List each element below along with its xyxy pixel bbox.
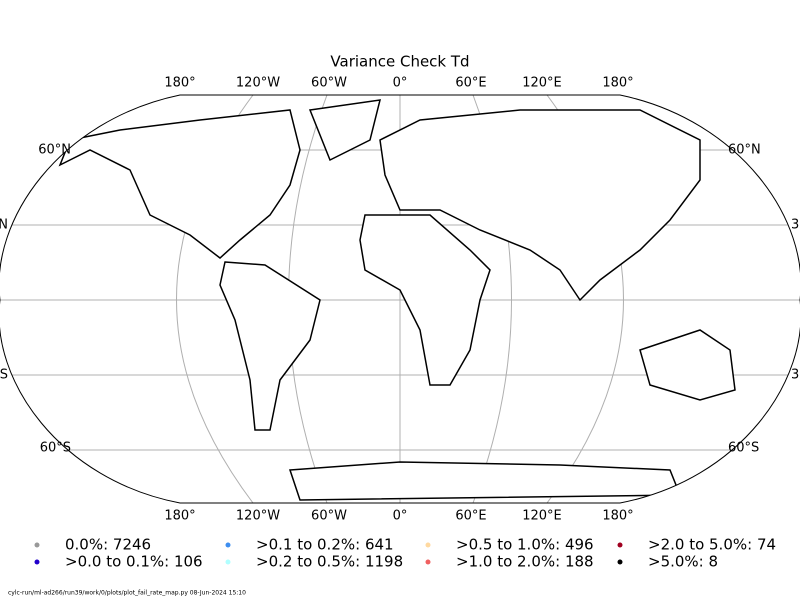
lon-label: 120°W: [236, 509, 280, 524]
legend-label: >5.0%: 8: [648, 553, 718, 571]
legend-label: >1.0 to 2.0%: 188: [456, 553, 594, 571]
footer: cylc-run/ml-ad266/run39/work/0/plots/plo…: [8, 590, 246, 597]
lon-label: 180°: [164, 509, 195, 524]
axis-labels: 180° 120°W 60°W 0° 60°E 120°E 180° 180° 120°W 60°…: [0, 76, 800, 524]
lat-label: 60°N: [728, 143, 761, 158]
south-america: [219, 261, 321, 431]
lon-label: 120°W: [236, 76, 280, 91]
lon-label: 0°: [393, 76, 408, 91]
lon-label: 180°: [164, 76, 195, 91]
lon-label: 0°: [393, 509, 408, 524]
lat-label: 60°S: [40, 441, 71, 456]
lon-label: 120°E: [522, 509, 562, 524]
lat-label: 60°S: [728, 441, 759, 456]
legend-marker: [225, 559, 231, 565]
lat-label: 30°N: [791, 218, 800, 233]
legend-marker: [617, 542, 623, 548]
map-title: Variance Check Td: [330, 53, 469, 71]
legend-marker: [34, 542, 40, 548]
legend: 0.0%: 7246>0.0 to 0.1%: 106 >0.1 to 0.2%:…: [34, 536, 776, 571]
australia: [639, 329, 736, 401]
lon-label: 60°E: [455, 76, 486, 91]
lon-label: 180°: [602, 76, 633, 91]
africa: [359, 214, 491, 386]
legend-label: >0.0 to 0.1%: 106: [65, 553, 203, 571]
legend-marker: [425, 542, 431, 548]
legend-label: >2.0 to 5.0%: 74: [648, 536, 776, 554]
legend-marker: [225, 542, 231, 548]
lon-label: 60°W: [311, 76, 347, 91]
legend-marker: [425, 559, 431, 565]
lat-label: 30°S: [791, 368, 800, 383]
map-body: [0, 95, 800, 503]
lon-label: 60°E: [455, 509, 486, 524]
legend-marker: [34, 559, 40, 565]
map-border: [0, 94, 800, 504]
greenland: [308, 99, 381, 162]
lat-label: 60°N: [38, 143, 71, 158]
antarctica: [288, 461, 682, 501]
lat-label: 30°S: [0, 368, 8, 383]
legend-label: >0.2 to 0.5%: 1198: [256, 553, 403, 571]
lon-label: 180°: [602, 509, 633, 524]
legend-marker: [617, 559, 623, 565]
lon-label: 60°W: [311, 509, 347, 524]
lat-label: 30°N: [0, 218, 8, 233]
eurasia: [379, 109, 701, 302]
legend-label: >0.1 to 0.2%: 641: [256, 536, 394, 554]
legend-label: >0.5 to 1.0%: 496: [456, 536, 594, 554]
north-america: [58, 109, 301, 259]
lon-label: 120°E: [522, 76, 562, 91]
legend-label: 0.0%: 7246: [65, 536, 151, 554]
